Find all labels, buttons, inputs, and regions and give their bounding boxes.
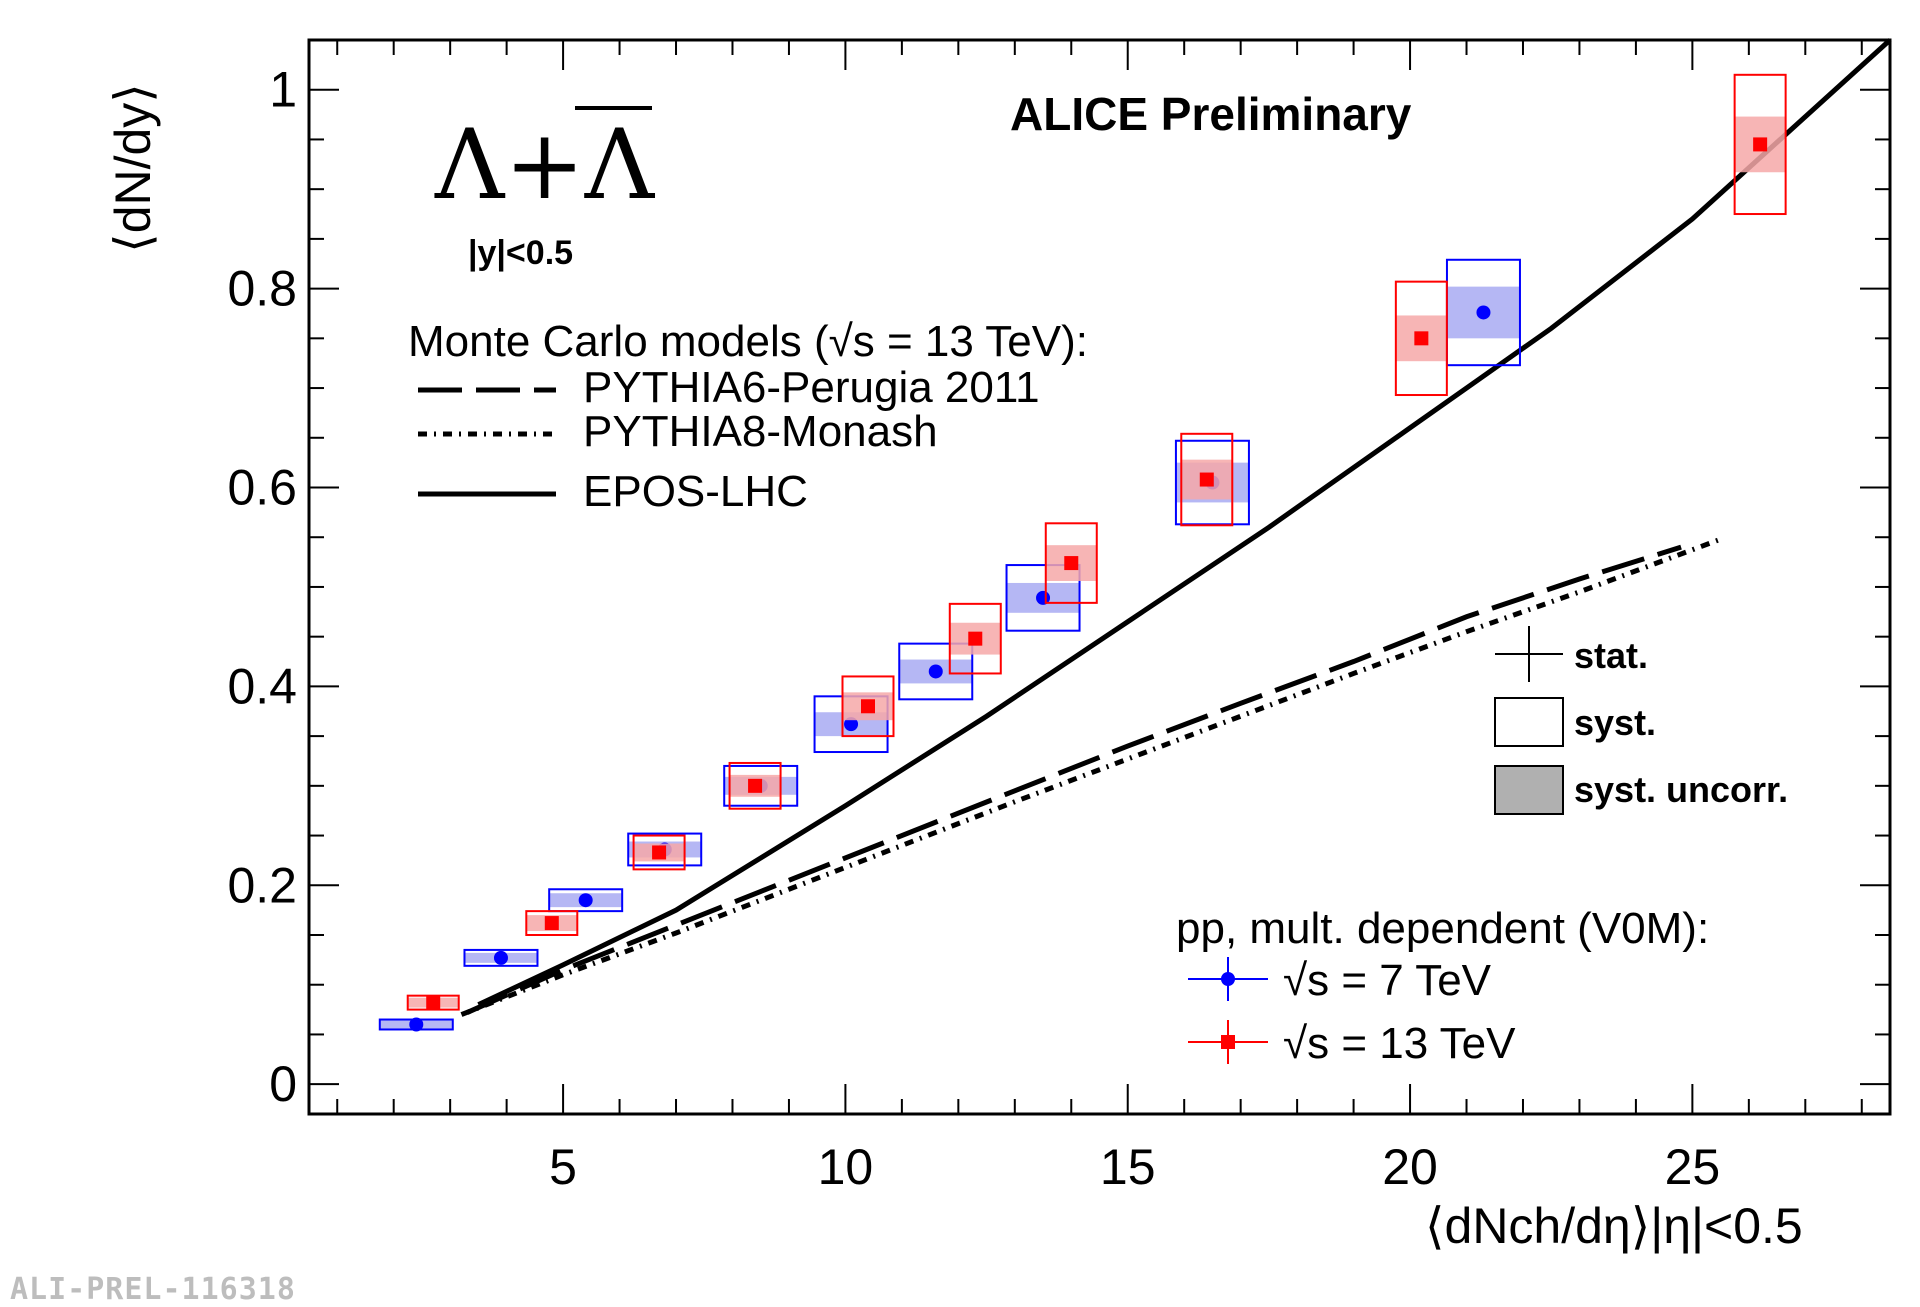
syst-box — [948, 602, 1002, 675]
data-point-13tev — [1753, 137, 1768, 152]
syst-box — [728, 761, 782, 810]
data-point-13tev — [1064, 556, 1079, 571]
data-point-13tev — [652, 845, 667, 860]
y-tick-label: 0.6 — [227, 460, 297, 516]
y-tick-label: 0.2 — [227, 857, 297, 913]
watermark: ALI-PREL-116318 — [10, 1272, 296, 1307]
axis-tick-labels: 5 10 15 20 25 0 0.2 0.4 0.6 0.8 1 — [227, 62, 1720, 1195]
mc-legend-title: Monte Carlo models (√s = 13 TeV): — [408, 317, 1088, 366]
data-legend-title: pp, mult. dependent (V0M): — [1176, 904, 1709, 953]
syst-box — [1733, 73, 1787, 216]
x-tick-label: 20 — [1382, 1139, 1438, 1195]
data-legend-marker — [1221, 972, 1235, 986]
data-point-13tev — [748, 778, 763, 793]
mc-legend-label: PYTHIA8-Monash — [583, 407, 938, 456]
data-point-7tev — [578, 893, 593, 908]
syst-box — [632, 834, 686, 871]
syst-box — [723, 764, 799, 807]
y-axis-label: ⟨dN/dy⟩ — [105, 83, 161, 253]
x-tick-label: 5 — [549, 1139, 577, 1195]
syst-uncorr-legend-label: syst. uncorr. — [1574, 769, 1788, 810]
data-point-13tev — [426, 995, 441, 1010]
data-point-7tev — [844, 717, 859, 732]
syst-box — [1005, 564, 1081, 632]
data-point-13tev — [968, 631, 983, 646]
model-curve-dashed — [466, 544, 1682, 1015]
syst-box — [1180, 432, 1234, 527]
axis-ticks — [309, 40, 1890, 1114]
x-tick-label: 15 — [1100, 1139, 1156, 1195]
data-point-7tev — [493, 950, 508, 965]
y-tick-label: 0.4 — [227, 658, 297, 714]
mc-legend-label: EPOS-LHC — [583, 467, 808, 516]
syst-box — [627, 832, 703, 867]
y-tick-label: 0.8 — [227, 261, 297, 317]
plot-frame — [307, 38, 1892, 1116]
model-curve-dotted — [460, 536, 1722, 1017]
y-tick-label: 0 — [269, 1056, 297, 1112]
mc-legend-label: PYTHIA6-Perugia 2011 — [583, 363, 1040, 412]
syst-legend-label: syst. — [1574, 702, 1656, 743]
data-point-13tev — [860, 699, 875, 714]
particle-label: Λ+Λ — [434, 109, 656, 221]
syst-box — [1044, 522, 1098, 604]
syst-box — [898, 642, 974, 701]
data-point-13tev — [1414, 331, 1429, 346]
data-markers — [378, 73, 1787, 1032]
data-point-13tev — [1199, 472, 1214, 487]
syst-uncorr-legend-box — [1494, 765, 1564, 815]
data-legend-label: √s = 13 TeV — [1283, 1019, 1516, 1068]
x-tick-label: 10 — [818, 1139, 874, 1195]
chart-title: ALICE Preliminary — [1010, 88, 1412, 140]
data-point-7tev — [409, 1017, 424, 1032]
x-tick-label: 25 — [1665, 1139, 1721, 1195]
data-point-7tev — [1476, 305, 1491, 320]
data-point-13tev — [544, 916, 559, 931]
data-legend: √s = 7 TeV √s = 13 TeV — [1188, 956, 1516, 1068]
syst-box — [548, 888, 624, 913]
model-curve-solid — [477, 38, 1892, 1007]
data-point-7tev — [928, 664, 943, 679]
data-legend-marker — [1221, 1035, 1235, 1049]
syst-legend-box — [1494, 697, 1564, 747]
error-legend: stat. syst. syst. uncorr. — [1494, 626, 1788, 815]
syst-box — [1394, 280, 1448, 397]
syst-box — [841, 675, 895, 738]
syst-box — [525, 910, 579, 937]
x-axis-label: ⟨dNch/dη⟩|η|<0.5 — [1425, 1198, 1803, 1254]
model-curves — [460, 38, 1892, 1017]
y-tick-label: 1 — [269, 62, 297, 118]
syst-box — [463, 948, 539, 967]
stat-legend-label: stat. — [1574, 635, 1648, 676]
rapidity-label: |y|<0.5 — [468, 234, 573, 272]
data-legend-label: √s = 7 TeV — [1283, 956, 1492, 1005]
